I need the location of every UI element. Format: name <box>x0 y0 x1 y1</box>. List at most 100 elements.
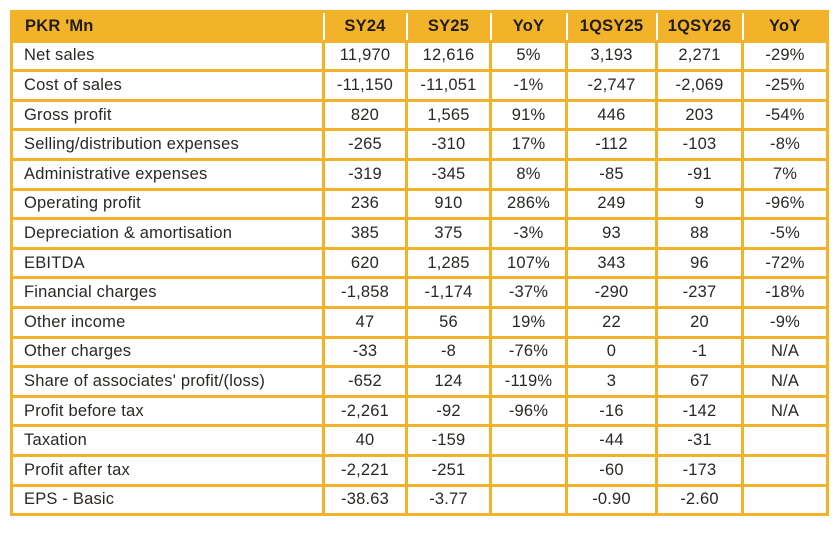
cell-value: 47 <box>322 305 408 339</box>
row-label: Financial charges <box>10 276 325 309</box>
table-header: PKR 'Mn SY24 SY25 YoY 1QSY25 1QSY26 YoY <box>10 10 829 43</box>
cell-value: -31 <box>655 424 744 457</box>
cell-value: -290 <box>565 276 658 309</box>
cell-value: -60 <box>565 453 658 487</box>
row-label: Other income <box>10 305 325 339</box>
cell-value: 1,285 <box>405 246 492 280</box>
cell-value: 11,970 <box>322 39 408 73</box>
cell-value: -96% <box>489 394 568 428</box>
cell-value: 17% <box>489 128 568 161</box>
cell-value: -85 <box>565 157 658 191</box>
table-row: Share of associates' profit/(loss) -652 12… <box>10 365 829 398</box>
cell-value: -2,221 <box>322 453 408 487</box>
cell-value: 56 <box>405 305 492 339</box>
row-label: Selling/distribution expenses <box>10 128 325 161</box>
cell-value: -76% <box>489 335 568 369</box>
cell-value <box>489 424 568 457</box>
cell-value: 93 <box>565 217 658 250</box>
cell-value: -8% <box>741 128 829 161</box>
cell-value: 820 <box>322 98 408 132</box>
header-pkr-mn: PKR 'Mn <box>10 10 325 43</box>
header-yoy: YoY <box>489 10 568 43</box>
cell-value: 236 <box>322 187 408 221</box>
cell-value: -1,858 <box>322 276 408 309</box>
cell-value: 20 <box>655 305 744 339</box>
row-label: Net sales <box>10 39 325 73</box>
cell-value: -44 <box>565 424 658 457</box>
cell-value: -142 <box>655 394 744 428</box>
cell-value <box>489 453 568 487</box>
table-row: Cost of sales -11,150 -11,051 -1% -2,747 -2,0… <box>10 69 829 102</box>
cell-value: -103 <box>655 128 744 161</box>
header-sy25: SY25 <box>405 10 492 43</box>
cell-value: 3 <box>565 365 658 398</box>
cell-value: -33 <box>322 335 408 369</box>
row-label: Profit after tax <box>10 453 325 487</box>
table-row: Gross profit 820 1,565 91% 446 203 -54% <box>10 98 829 132</box>
cell-value: -5% <box>741 217 829 250</box>
cell-value: 1,565 <box>405 98 492 132</box>
cell-value: 107% <box>489 246 568 280</box>
table-row: Depreciation & amortisation 385 375 -3% 93 88… <box>10 217 829 250</box>
cell-value: -173 <box>655 453 744 487</box>
cell-value: -16 <box>565 394 658 428</box>
cell-value: 375 <box>405 217 492 250</box>
cell-value: 124 <box>405 365 492 398</box>
cell-value: -319 <box>322 157 408 191</box>
cell-value: 91% <box>489 98 568 132</box>
row-label: Share of associates' profit/(loss) <box>10 365 325 398</box>
table-row: EBITDA 620 1,285 107% 343 96 -72% <box>10 246 829 280</box>
cell-value: 2,271 <box>655 39 744 73</box>
table-row: Other income 47 56 19% 22 20 -9% <box>10 305 829 339</box>
cell-value: -1% <box>489 69 568 102</box>
cell-value: 620 <box>322 246 408 280</box>
cell-value: 8% <box>489 157 568 191</box>
row-label: Depreciation & amortisation <box>10 217 325 250</box>
cell-value <box>741 483 829 517</box>
row-label: Other charges <box>10 335 325 369</box>
cell-value: -1,174 <box>405 276 492 309</box>
cell-value: -345 <box>405 157 492 191</box>
cell-value: 286% <box>489 187 568 221</box>
row-label: EBITDA <box>10 246 325 280</box>
cell-value: -96% <box>741 187 829 221</box>
header-yoy-q: YoY <box>741 10 829 43</box>
cell-value: -159 <box>405 424 492 457</box>
cell-value: -652 <box>322 365 408 398</box>
cell-value: 3,193 <box>565 39 658 73</box>
row-label: EPS - Basic <box>10 483 325 517</box>
header-1qsy25: 1QSY25 <box>565 10 658 43</box>
financials-table-container: PKR 'Mn SY24 SY25 YoY 1QSY25 1QSY26 YoY … <box>10 10 829 517</box>
cell-value: 67 <box>655 365 744 398</box>
table-body: Net sales 11,970 12,616 5% 3,193 2,271 -29% Cos… <box>10 39 829 517</box>
cell-value: -38.63 <box>322 483 408 517</box>
header-1qsy26: 1QSY26 <box>655 10 744 43</box>
row-label: Gross profit <box>10 98 325 132</box>
cell-value: 0 <box>565 335 658 369</box>
table-row: Selling/distribution expenses -265 -310 17%… <box>10 128 829 161</box>
row-label: Administrative expenses <box>10 157 325 191</box>
cell-value: -54% <box>741 98 829 132</box>
cell-value: 910 <box>405 187 492 221</box>
cell-value: 22 <box>565 305 658 339</box>
cell-value: -91 <box>655 157 744 191</box>
cell-value: -9% <box>741 305 829 339</box>
cell-value: N/A <box>741 394 829 428</box>
table-row: Profit before tax -2,261 -92 -96% -16 -142 N/A <box>10 394 829 428</box>
row-label: Taxation <box>10 424 325 457</box>
cell-value: -1 <box>655 335 744 369</box>
cell-value: -11,051 <box>405 69 492 102</box>
table-row: Financial charges -1,858 -1,174 -37% -290 -23… <box>10 276 829 309</box>
cell-value: N/A <box>741 335 829 369</box>
cell-value <box>741 424 829 457</box>
cell-value: 385 <box>322 217 408 250</box>
cell-value: -18% <box>741 276 829 309</box>
cell-value: -3% <box>489 217 568 250</box>
cell-value: -8 <box>405 335 492 369</box>
cell-value: -237 <box>655 276 744 309</box>
cell-value: 96 <box>655 246 744 280</box>
cell-value: -0.90 <box>565 483 658 517</box>
cell-value: -251 <box>405 453 492 487</box>
cell-value: 343 <box>565 246 658 280</box>
cell-value: -37% <box>489 276 568 309</box>
